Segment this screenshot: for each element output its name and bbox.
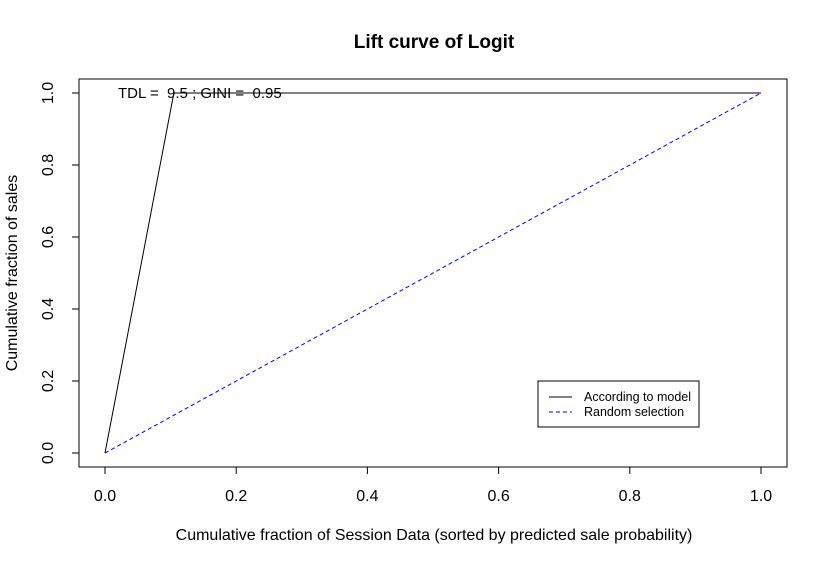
x-axis-label: Cumulative fraction of Session Data (sor… xyxy=(176,527,693,544)
x-tick-label: 0.6 xyxy=(487,488,509,505)
chart-title: Lift curve of Logit xyxy=(354,32,515,53)
x-tick-label: 1.0 xyxy=(750,488,772,505)
y-tick-label: 0.6 xyxy=(40,226,57,248)
y-tick-label: 0.8 xyxy=(40,154,57,176)
y-axis: 0.0 0.2 0.4 0.6 0.8 1.0 xyxy=(40,82,80,464)
series-line-random-selection xyxy=(104,92,762,454)
x-tick-label: 0.8 xyxy=(619,488,641,505)
x-tick-label: 0.2 xyxy=(225,488,247,505)
x-axis: 0.0 0.2 0.4 0.6 0.8 1.0 xyxy=(94,466,772,505)
y-tick-label: 0.0 xyxy=(40,442,57,464)
y-tick-label: 0.2 xyxy=(40,370,57,392)
legend-box xyxy=(537,380,700,428)
y-tick-label: 0.4 xyxy=(40,298,57,320)
series-line-according-to-model xyxy=(104,92,761,454)
y-axis-label: Cumulative fraction of sales xyxy=(4,175,21,372)
legend-label: According to model xyxy=(584,390,691,404)
x-tick-label: 0.4 xyxy=(356,488,378,505)
y-tick-label: 1.0 xyxy=(40,82,57,104)
series-layer xyxy=(104,92,762,454)
x-tick-label: 0.0 xyxy=(94,488,116,505)
lift-annotation: TDL = 9.5 ; GINI = 0.95 xyxy=(118,85,282,102)
legend-label: Random selection xyxy=(584,405,684,419)
